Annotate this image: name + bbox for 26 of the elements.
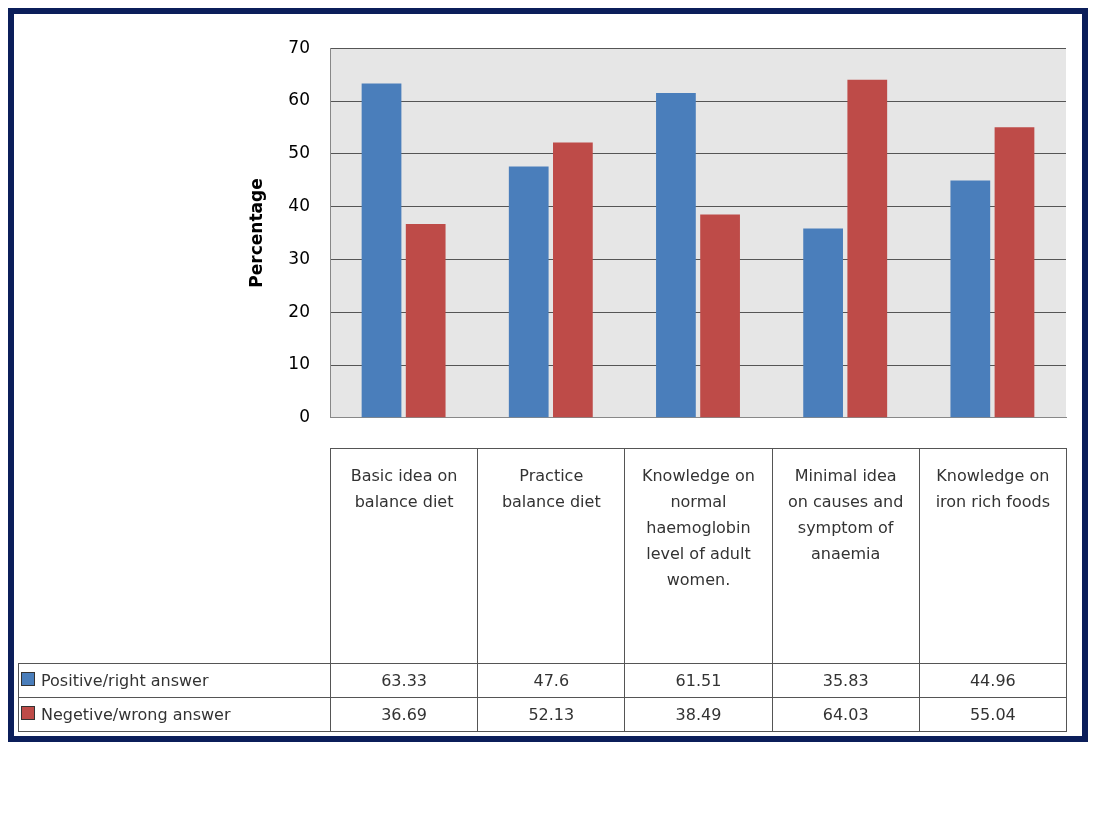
data-label: 47.6 [477,663,625,698]
data-label: 36.69 [330,697,478,732]
x-tick-label: Practice balance diet [477,448,625,664]
data-label: 44.96 [919,663,1067,698]
legend-label: Positive/right answer [18,663,331,698]
y-tick-label: 10 [288,353,310,374]
data-label: 63.33 [330,663,478,698]
y-tick-label: 70 [288,36,310,57]
x-tick-label: Minimal idea on causes and symptom of anaemia [772,448,920,664]
y-tick-label: 0 [299,406,310,427]
legend-label: Negetive/wrong answer [18,697,331,732]
y-tick-label: 20 [288,300,310,321]
data-label: 61.51 [624,663,773,698]
data-label: 38.49 [624,697,773,732]
y-tick-label: 40 [288,195,310,216]
data-label: 35.83 [772,663,920,698]
y-tick-label: 30 [288,247,310,268]
y-tick-label: 50 [288,142,310,163]
data-label: 64.03 [772,697,920,732]
y-axis-title: Percentage [245,178,266,288]
data-label: 52.13 [477,697,625,732]
x-tick-label: Basic idea on balance diet [330,448,478,664]
y-tick-label: 60 [288,89,310,110]
x-tick-label: Knowledge on normal haemoglobin level of adult women. [624,448,773,664]
data-label: 55.04 [919,697,1067,732]
x-tick-label: Knowledge on iron rich foods [919,448,1067,664]
